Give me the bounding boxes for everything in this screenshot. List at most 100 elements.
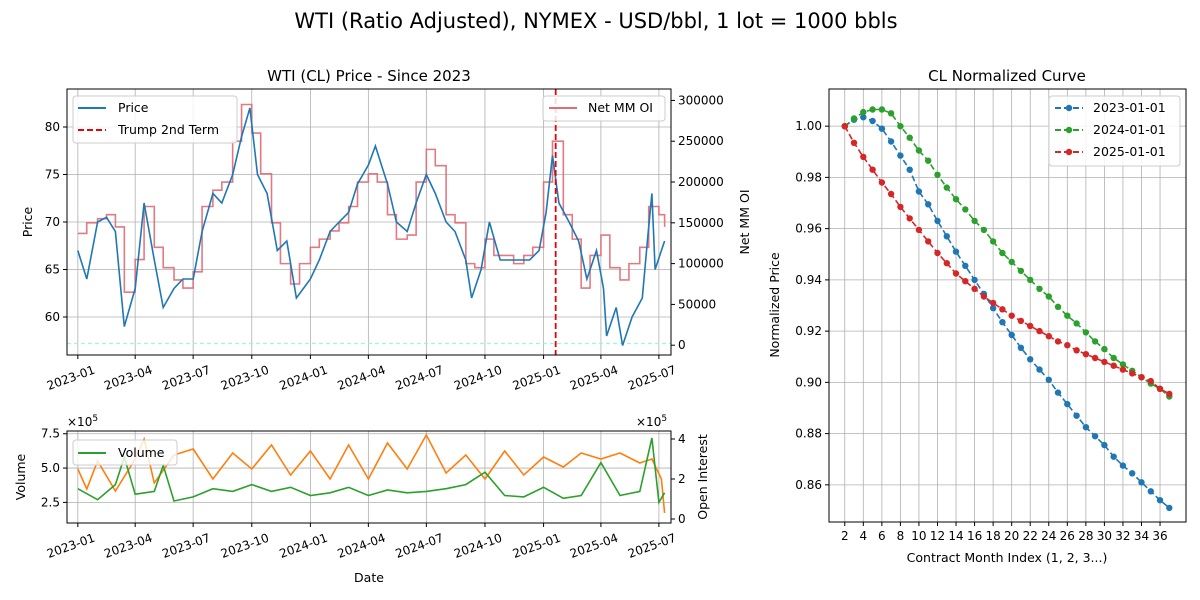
- curve-point-2023-01-01-10: [915, 188, 923, 195]
- curve-ytick-label-5: 0.96: [795, 222, 822, 236]
- volume-xticks: 2023-01 2023-04 2023-07 2023-10 2024-01 2024-…: [45, 523, 678, 561]
- curve-point-2025-01-01-18: [989, 299, 997, 307]
- volume-ylabel: Volume: [13, 453, 28, 500]
- price-legend-box: [72, 95, 238, 144]
- curve-point-2023-01-01-23: [1036, 366, 1043, 373]
- open-interest-exponent: ×105: [636, 414, 667, 429]
- curve-xtick-label-16: 34: [1134, 529, 1149, 543]
- curve-point-2024-01-01-4: [860, 108, 867, 116]
- curve-point-2023-01-01-37: [1166, 504, 1173, 512]
- curve-point-2023-01-01-32: [1119, 462, 1127, 469]
- curve-xtick-label-8: 18: [985, 529, 1000, 543]
- curve-ytick-label-3: 0.92: [795, 324, 822, 338]
- curve-point-2024-01-01-16: [971, 217, 978, 225]
- price-panel: WTI (CL) Price - Since 2023 60 65 70 75 80 0…: [20, 67, 752, 393]
- volume-legend-box: [72, 439, 178, 466]
- curve-point-2025-01-01-21: [1017, 317, 1025, 325]
- net-mm-oi-ytick-label-4: 200000: [678, 175, 724, 189]
- legend-label-2023: 2023-01-01: [1093, 100, 1166, 115]
- curve-xtick-label-14: 30: [1097, 529, 1112, 543]
- curve-xtick-label-1: 4: [859, 529, 867, 543]
- curve-point-2024-01-01-6: [878, 106, 886, 113]
- curve-legend: 2023-01-01 2024-01-01 2025-01-01: [1048, 95, 1181, 167]
- net-mm-oi-yticks: 0 50000 100000 150000 200000 250000 300000: [671, 93, 724, 352]
- curve-point-2025-01-01-30: [1101, 358, 1108, 366]
- curve-point-2023-01-01-14: [952, 248, 960, 255]
- curve-point-2023-01-01-20: [1008, 331, 1015, 339]
- net-mm-oi-legend-box: [542, 95, 666, 122]
- open-interest-yticks: 0 2 4: [671, 432, 686, 526]
- curve-panel-title: CL Normalized Curve: [928, 67, 1086, 85]
- net-mm-oi-legend: Net MM OI: [542, 95, 666, 122]
- curve-plot-frame: [828, 88, 1187, 523]
- curve-point-2025-01-01-14: [952, 270, 960, 277]
- curve-point-2025-01-01-20: [1008, 312, 1015, 319]
- curve-point-2024-01-01-29: [1091, 338, 1099, 345]
- net-mm-oi-ytick-label-0: 0: [678, 338, 686, 352]
- curve-point-2025-01-01-22: [1027, 322, 1034, 330]
- curve-point-2025-01-01-35: [1147, 377, 1155, 385]
- price-xtick-label-10: 2025-07: [626, 363, 678, 393]
- curve-point-2024-01-01-5: [869, 106, 876, 113]
- volume-xtick-label-7: 2024-10: [452, 531, 504, 561]
- curve-xticks: 2 4 6 8 10 12 14 16 18 20 22 24 26 28 30 32 34 36: [841, 522, 1168, 543]
- curve-point-2025-01-01-15: [962, 278, 969, 285]
- curve-point-2024-01-01-20: [1008, 258, 1015, 266]
- curve-point-2024-01-01-8: [897, 123, 904, 130]
- price-xtick-label-1: 2023-04: [102, 363, 154, 393]
- curve-point-2024-01-01-32: [1119, 361, 1127, 368]
- volume-grid: [67, 431, 671, 523]
- price-xticks: 2023-01 2023-04 2023-07 2023-10 2024-01 2024-…: [45, 355, 678, 393]
- curve-xtick-label-3: 8: [897, 529, 905, 543]
- volume-xtick-label-4: 2024-01: [278, 531, 330, 561]
- curve-point-2025-01-01-8: [897, 203, 904, 211]
- volume-xtick-label-3: 2023-10: [219, 531, 271, 561]
- series-price: [77, 107, 666, 346]
- curve-point-2023-01-01-6: [878, 125, 886, 132]
- price-xtick-label-0: 2023-01: [45, 363, 97, 393]
- curve-point-2024-01-01-22: [1027, 276, 1034, 284]
- curve-point-2025-01-01-29: [1091, 354, 1099, 362]
- curve-point-2025-01-01-27: [1073, 347, 1080, 354]
- volume-xtick-label-0: 2023-01: [45, 531, 97, 561]
- curve-point-2024-01-01-21: [1017, 267, 1025, 275]
- volume-series-layer: [77, 433, 666, 514]
- net-mm-oi-ytick-label-5: 250000: [678, 134, 724, 148]
- price-yticks: 60 65 70 75 80: [45, 120, 67, 324]
- curve-point-2025-01-01-37: [1166, 390, 1173, 398]
- curve-point-2024-01-01-19: [999, 249, 1006, 257]
- net-mm-oi-ytick-label-1: 50000: [678, 297, 716, 311]
- price-ylabel: Price: [20, 206, 35, 237]
- curve-point-2023-01-01-7: [887, 138, 895, 145]
- legend-label-2025: 2025-01-01: [1093, 144, 1166, 159]
- curve-panel: CL Normalized Curve 0.86 0.88 0.90 0.92 0.94…: [767, 67, 1187, 565]
- series-curve-2024-01-01: [841, 106, 1173, 400]
- curve-point-2023-01-01-19: [999, 319, 1006, 326]
- curve-point-2023-01-01-28: [1082, 424, 1090, 431]
- curve-point-2024-01-01-11: [925, 157, 932, 164]
- price-ytick-label-3: 75: [45, 168, 60, 182]
- volume-xtick-label-8: 2025-01: [511, 531, 563, 561]
- curve-point-2025-01-01-19: [999, 306, 1006, 313]
- legend-label-net-mm-oi: Net MM OI: [588, 100, 653, 115]
- curve-point-2025-01-01-17: [980, 293, 988, 300]
- curve-point-2025-01-01-10: [915, 226, 923, 234]
- curve-point-2024-01-01-31: [1110, 354, 1117, 362]
- curve-ytick-label-1: 0.88: [795, 427, 822, 441]
- price-legend: Price Trump 2nd Term: [72, 95, 238, 144]
- volume-panel: 2.5 5.0 7.5 0 2 4 2023-01 2023-04 2023-07 2023-…: [13, 414, 710, 585]
- legend-marker-2023: [1065, 104, 1073, 112]
- open-interest-ytick-label-1: 2: [678, 472, 686, 486]
- net-mm-oi-ylabel: Net MM OI: [737, 190, 752, 255]
- curve-point-2023-01-01-4: [860, 114, 867, 121]
- legend-label-trump-2nd-term: Trump 2nd Term: [117, 122, 219, 137]
- curve-xlabel: Contract Month Index (1, 2, 3...): [907, 550, 1108, 565]
- series-curve-2025-01-01: [841, 123, 1173, 398]
- curve-point-2025-01-01-24: [1045, 333, 1053, 340]
- curve-point-2024-01-01-23: [1036, 285, 1043, 292]
- net-mm-oi-ytick-label-3: 150000: [678, 216, 724, 230]
- curve-ytick-label-6: 0.98: [795, 170, 822, 184]
- curve-xtick-label-5: 12: [930, 529, 945, 543]
- volume-xlabel: Date: [354, 570, 384, 585]
